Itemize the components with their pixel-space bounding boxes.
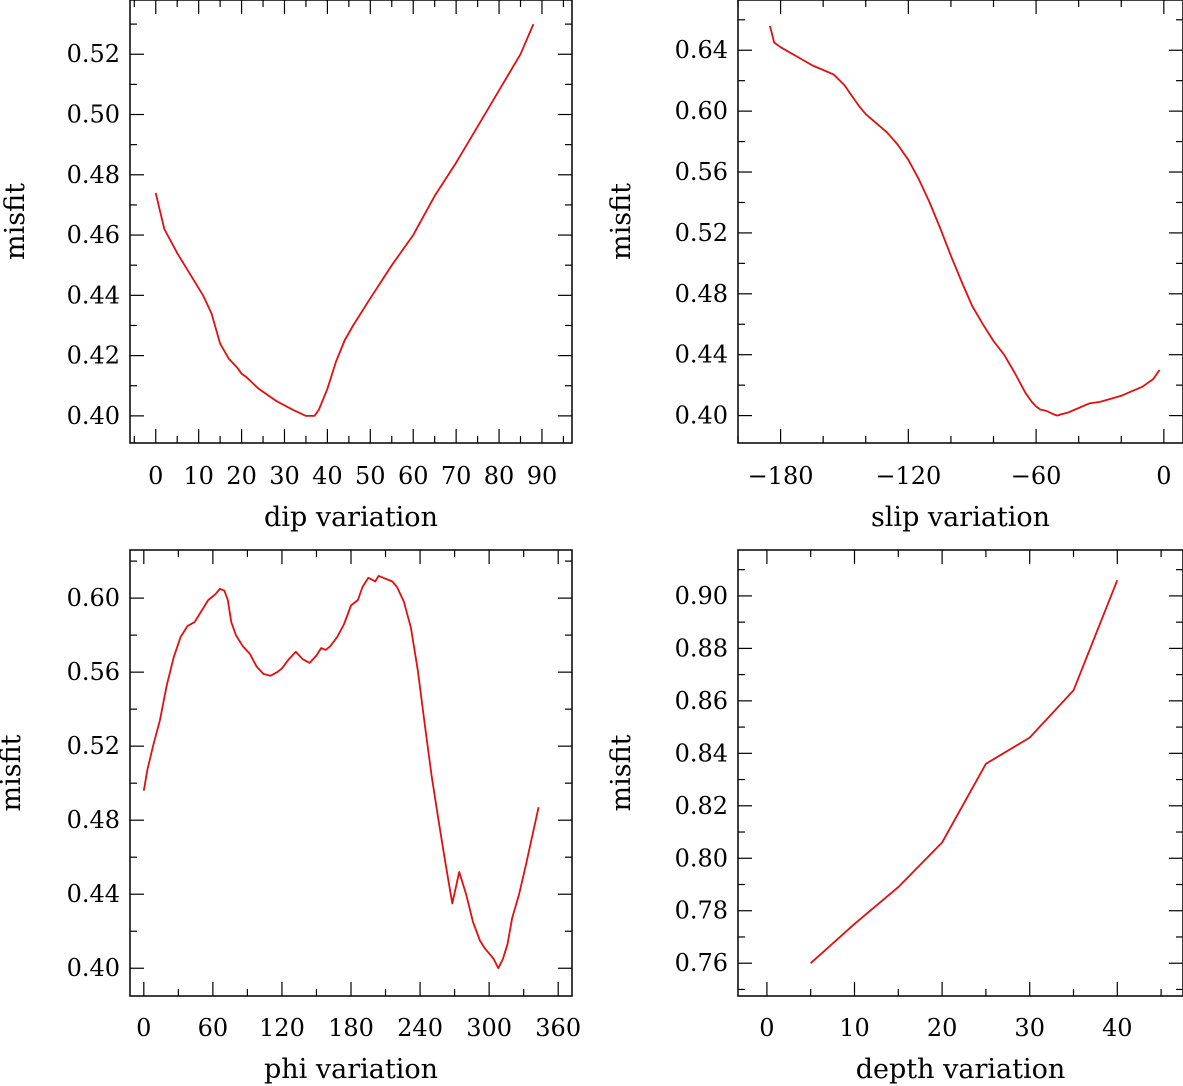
depth-y-axis-title: misfit bbox=[606, 734, 637, 811]
phi-x-tick-label: 0 bbox=[136, 1014, 151, 1042]
dip-y-tick-label: 0.42 bbox=[67, 342, 120, 370]
dip-x-axis-title: dip variation bbox=[264, 502, 438, 533]
depth-plot-frame bbox=[737, 549, 1183, 997]
depth-y-tick-label: 0.80 bbox=[675, 844, 728, 872]
slip-y-tick-label: 0.40 bbox=[675, 402, 728, 430]
depth-panel: 0 10 20 30 40 0.76 0.78 0.80 0.82 0.84 0.86 0.88 0.9… bbox=[606, 549, 1183, 1085]
dip-x-tick-label: 0 bbox=[148, 462, 163, 490]
dip-x-tick-label: 30 bbox=[269, 462, 300, 490]
slip-plot-frame bbox=[737, 0, 1183, 444]
depth-x-axis-title: depth variation bbox=[856, 1054, 1066, 1085]
slip-y-tick-label: 0.56 bbox=[675, 158, 728, 186]
dip-y-tick-label: 0.52 bbox=[67, 40, 120, 68]
dip-y-tick-label: 0.40 bbox=[67, 402, 120, 430]
phi-y-tick-label: 0.40 bbox=[67, 954, 120, 982]
depth-y-tick-label: 0.78 bbox=[675, 897, 728, 925]
depth-x-tick-label: 0 bbox=[759, 1014, 774, 1042]
depth-misfit-line bbox=[810, 579, 1119, 964]
dip-y-tick-label: 0.44 bbox=[67, 281, 120, 309]
dip-y-axis-title: misfit bbox=[0, 183, 31, 260]
phi-x-axis-title: phi variation bbox=[264, 1054, 438, 1085]
dip-x-tick-label: 70 bbox=[441, 462, 472, 490]
phi-x-tick-label: 180 bbox=[328, 1014, 374, 1042]
dip-y-tick-label: 0.48 bbox=[67, 161, 120, 189]
dip-x-tick-label: 40 bbox=[312, 462, 343, 490]
dip-x-tick-label: 50 bbox=[355, 462, 386, 490]
depth-y-tick-label: 0.76 bbox=[675, 949, 728, 977]
depth-y-tick-label: 0.86 bbox=[675, 687, 728, 715]
depth-y-tick-label: 0.84 bbox=[675, 739, 728, 767]
dip-y-tick-label: 0.46 bbox=[67, 221, 120, 249]
dip-plot-frame bbox=[129, 0, 573, 444]
depth-x-tick-label: 20 bbox=[927, 1014, 958, 1042]
depth-y-tick-label: 0.90 bbox=[675, 582, 728, 610]
phi-misfit-line bbox=[142, 575, 540, 970]
slip-x-axis-title: slip variation bbox=[871, 502, 1050, 533]
dip-misfit-line bbox=[154, 23, 535, 417]
slip-misfit-line bbox=[769, 25, 1161, 417]
slip-y-tick-label: 0.52 bbox=[675, 219, 728, 247]
depth-x-tick-label: 40 bbox=[1102, 1014, 1133, 1042]
phi-y-tick-label: 0.56 bbox=[67, 658, 120, 686]
slip-x-tick-label: 0 bbox=[1156, 462, 1171, 490]
phi-x-tick-label: 60 bbox=[198, 1014, 229, 1042]
slip-y-tick-label: 0.44 bbox=[675, 341, 728, 369]
dip-x-tick-label: 90 bbox=[527, 462, 558, 490]
phi-plot-frame bbox=[129, 549, 573, 997]
slip-x-tick-label: −60 bbox=[1011, 462, 1062, 490]
phi-x-tick-label: 240 bbox=[397, 1014, 443, 1042]
phi-x-tick-label: 120 bbox=[259, 1014, 305, 1042]
slip-y-tick-label: 0.64 bbox=[675, 36, 728, 64]
dip-y-tick-label: 0.50 bbox=[67, 101, 120, 129]
dip-x-tick-label: 10 bbox=[183, 462, 214, 490]
phi-y-tick-label: 0.60 bbox=[67, 584, 120, 612]
phi-x-tick-label: 300 bbox=[466, 1014, 512, 1042]
slip-y-tick-label: 0.48 bbox=[675, 280, 728, 308]
dip-x-tick-label: 80 bbox=[484, 462, 515, 490]
slip-x-tick-label: −120 bbox=[875, 462, 941, 490]
slip-y-tick-label: 0.60 bbox=[675, 97, 728, 125]
dip-x-tick-label: 60 bbox=[398, 462, 429, 490]
depth-x-tick-label: 10 bbox=[839, 1014, 870, 1042]
dip-x-tick-label: 20 bbox=[226, 462, 257, 490]
phi-y-tick-label: 0.48 bbox=[67, 806, 120, 834]
dip-panel: 0 10 20 30 40 50 60 70 80 90 0.40 0.42 0.44 0.46 0.48 0… bbox=[0, 0, 573, 533]
phi-y-axis-title: misfit bbox=[0, 734, 27, 811]
depth-y-tick-label: 0.82 bbox=[675, 792, 728, 820]
phi-panel: 0 60 120 180 240 300 360 0.40 0.44 0.48 0.52 0.56 0.… bbox=[0, 549, 581, 1085]
slip-y-axis-title: misfit bbox=[606, 183, 637, 260]
phi-y-tick-label: 0.44 bbox=[67, 880, 120, 908]
phi-y-tick-label: 0.52 bbox=[67, 732, 120, 760]
depth-x-tick-label: 30 bbox=[1014, 1014, 1045, 1042]
slip-x-tick-label: −180 bbox=[748, 462, 814, 490]
slip-panel: −180 −120 −60 0 0.40 0.44 0.48 0.52 0.56 0.60 0.64… bbox=[606, 0, 1183, 533]
phi-x-tick-label: 360 bbox=[535, 1014, 581, 1042]
depth-y-tick-label: 0.88 bbox=[675, 634, 728, 662]
